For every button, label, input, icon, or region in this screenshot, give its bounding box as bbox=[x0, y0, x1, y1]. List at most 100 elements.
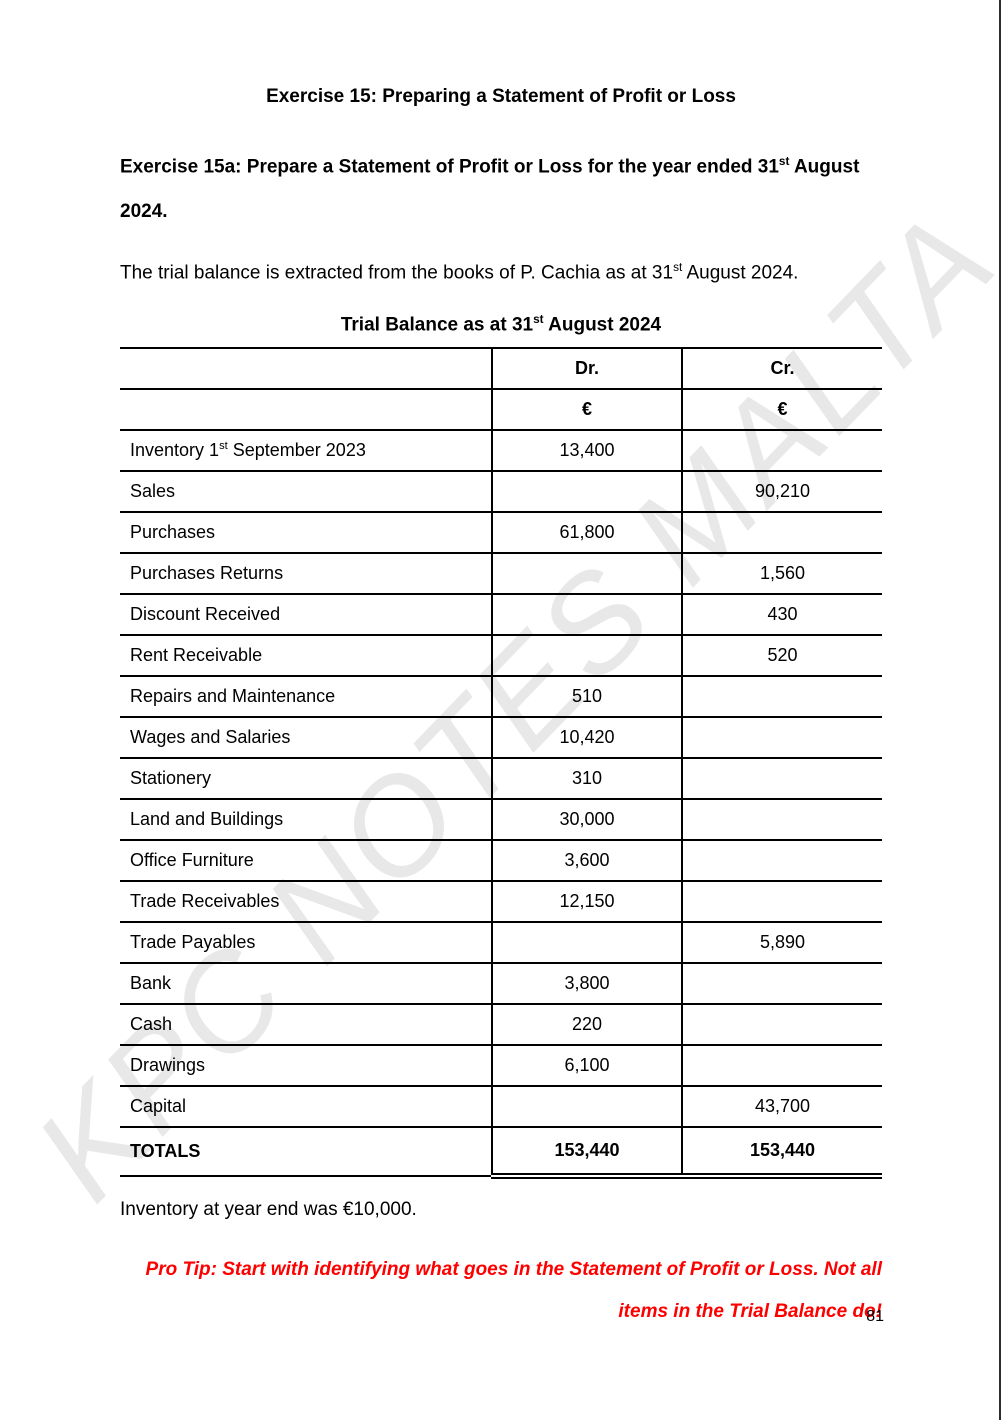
dr-amount: 3,800 bbox=[491, 961, 682, 1004]
currency-symbol-dr: € bbox=[491, 387, 682, 430]
subheading-text-post: August bbox=[789, 156, 860, 178]
inventory-note: Inventory at year end was €10,000. bbox=[120, 1198, 417, 1220]
account-name: Trade Receivables bbox=[120, 879, 492, 922]
dr-amount: 153,440 bbox=[491, 1125, 682, 1179]
intro-text-post: August 2024. bbox=[682, 262, 799, 284]
header-dr: Dr. bbox=[491, 346, 682, 389]
table-row: Purchases 61,800 bbox=[120, 510, 882, 553]
dr-amount: 310 bbox=[491, 756, 682, 799]
header-cr: Cr. bbox=[681, 346, 882, 389]
table-row: Bank 3,800 bbox=[120, 961, 882, 1004]
account-name: Discount Received bbox=[120, 592, 492, 635]
table-row: Inventory 1st September 2023 13,400 bbox=[120, 428, 882, 471]
dr-amount bbox=[491, 469, 682, 512]
cr-amount bbox=[681, 510, 882, 553]
dr-amount: 13,400 bbox=[491, 428, 682, 471]
cr-amount bbox=[681, 961, 882, 1004]
table-row: Wages and Salaries 10,420 bbox=[120, 715, 882, 758]
table-row: Sales 90,210 bbox=[120, 469, 882, 512]
column-header-row: Dr. Cr. bbox=[120, 346, 882, 389]
header-blank-cell bbox=[120, 346, 492, 389]
table-row: Office Furniture 3,600 bbox=[120, 838, 882, 881]
table-row: Drawings 6,100 bbox=[120, 1043, 882, 1086]
intro-paragraph: The trial balance is extracted from the … bbox=[120, 257, 882, 284]
dr-amount: 12,150 bbox=[491, 879, 682, 922]
cr-amount bbox=[681, 674, 882, 717]
pro-tip-line2: items in the Trial Balance do! bbox=[618, 1300, 882, 1322]
table-title-post: August 2024 bbox=[543, 313, 662, 335]
page-number: 81 bbox=[866, 1308, 884, 1325]
table-row: Rent Receivable 520 bbox=[120, 633, 882, 676]
table-row: Stationery 310 bbox=[120, 756, 882, 799]
account-name: Rent Receivable bbox=[120, 633, 492, 676]
account-name: Drawings bbox=[120, 1043, 492, 1086]
exercise-heading: Exercise 15: Preparing a Statement of Pr… bbox=[266, 86, 736, 107]
account-name: Wages and Salaries bbox=[120, 715, 492, 758]
table-title-pre: Trial Balance as at 31 bbox=[340, 313, 534, 335]
account-name: Capital bbox=[120, 1084, 492, 1127]
table-row: Capital 43,700 bbox=[120, 1084, 882, 1127]
table-row: Trade Payables 5,890 bbox=[120, 920, 882, 963]
dr-amount: 10,420 bbox=[491, 715, 682, 758]
pro-tip: Pro Tip: Start with identifying what goe… bbox=[120, 1249, 882, 1333]
account-name: Bank bbox=[120, 961, 492, 1004]
table-title: Trial Balance as at 31st August 2024 bbox=[120, 313, 882, 336]
dr-amount: 30,000 bbox=[491, 797, 682, 840]
cr-amount: 5,890 bbox=[681, 920, 882, 963]
account-name: Land and Buildings bbox=[120, 797, 492, 840]
dr-amount bbox=[491, 633, 682, 676]
table-row: Land and Buildings 30,000 bbox=[120, 797, 882, 840]
intro-superscript: st bbox=[673, 261, 683, 275]
table-row: Cash 220 bbox=[120, 1002, 882, 1045]
dr-amount: 3,600 bbox=[491, 838, 682, 881]
dr-amount: 61,800 bbox=[491, 510, 682, 553]
dr-amount: 510 bbox=[491, 674, 682, 717]
account-name: Cash bbox=[120, 1002, 492, 1045]
account-name: Purchases Returns bbox=[120, 551, 492, 594]
table-row: Purchases Returns 1,560 bbox=[120, 551, 882, 594]
currency-blank-cell bbox=[120, 387, 492, 430]
intro-text-pre: The trial balance is extracted from the … bbox=[120, 262, 674, 284]
account-name: Repairs and Maintenance bbox=[120, 674, 492, 717]
dr-amount bbox=[491, 920, 682, 963]
cr-amount bbox=[681, 797, 882, 840]
dr-amount bbox=[491, 1084, 682, 1127]
table-row: Repairs and Maintenance 510 bbox=[120, 674, 882, 717]
table-row: Trade Receivables 12,150 bbox=[120, 879, 882, 922]
currency-symbol-cr: € bbox=[681, 387, 882, 430]
account-name: Purchases bbox=[120, 510, 492, 553]
cr-amount: 1,560 bbox=[681, 551, 882, 594]
cr-amount bbox=[681, 428, 882, 471]
cr-amount bbox=[681, 1043, 882, 1086]
subheading-line1: Exercise 15a: Prepare a Statement of Pro… bbox=[120, 139, 882, 189]
account-name: TOTALS bbox=[120, 1125, 492, 1177]
dr-amount: 6,100 bbox=[491, 1043, 682, 1086]
account-name: Inventory 1st September 2023 bbox=[120, 428, 492, 471]
exercise-subheading: Exercise 15a: Prepare a Statement of Pro… bbox=[120, 139, 882, 234]
account-name-superscript: st bbox=[219, 439, 228, 452]
dr-amount bbox=[491, 551, 682, 594]
account-name: Office Furniture bbox=[120, 838, 492, 881]
trial-balance-rows: Inventory 1st September 2023 13,400 Sales 9… bbox=[120, 428, 882, 1179]
table-title-superscript: st bbox=[533, 312, 544, 326]
pro-tip-line1: Pro Tip: Start with identifying what goe… bbox=[145, 1258, 882, 1280]
dr-amount bbox=[491, 592, 682, 635]
page-edge-line bbox=[999, 0, 1001, 1420]
cr-amount: 520 bbox=[681, 633, 882, 676]
trial-balance-table: Dr. Cr. € € Inventory 1st September 2023… bbox=[120, 346, 882, 1179]
cr-amount: 430 bbox=[681, 592, 882, 635]
cr-amount: 43,700 bbox=[681, 1084, 882, 1127]
cr-amount bbox=[681, 879, 882, 922]
table-row: TOTALS 153,440 153,440 bbox=[120, 1125, 882, 1179]
dr-amount: 220 bbox=[491, 1002, 682, 1045]
subheading-line2: 2024. bbox=[120, 201, 168, 223]
cr-amount: 90,210 bbox=[681, 469, 882, 512]
account-name: Stationery bbox=[120, 756, 492, 799]
cr-amount bbox=[681, 1002, 882, 1045]
table-row: Discount Received 430 bbox=[120, 592, 882, 635]
cr-amount bbox=[681, 715, 882, 758]
currency-header-row: € € bbox=[120, 387, 882, 430]
account-name: Sales bbox=[120, 469, 492, 512]
cr-amount: 153,440 bbox=[681, 1125, 882, 1179]
account-name: Trade Payables bbox=[120, 920, 492, 963]
